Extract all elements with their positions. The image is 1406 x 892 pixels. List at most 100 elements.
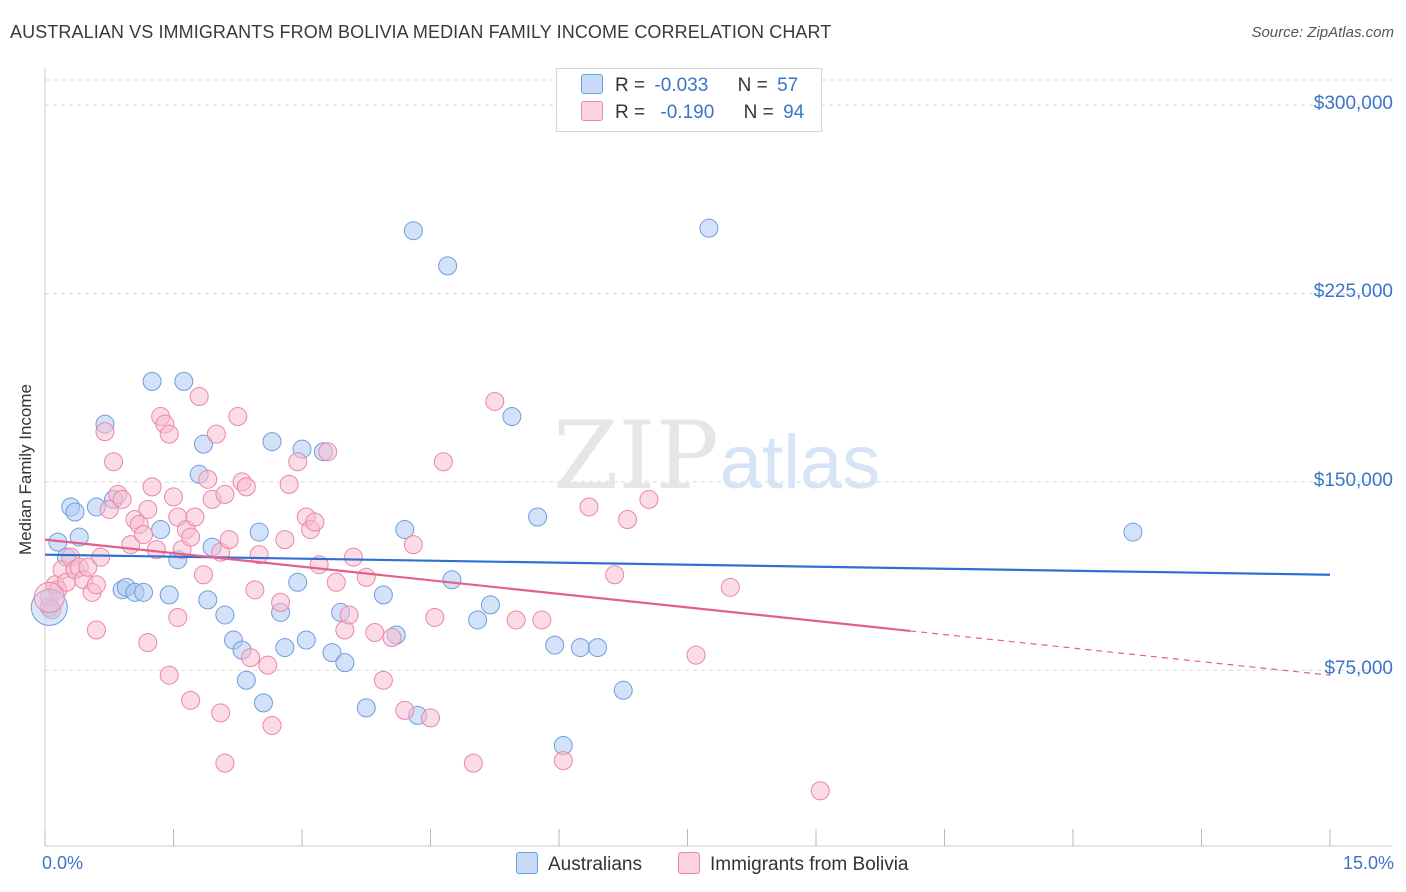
bolivia-point — [258, 655, 278, 675]
bolivia-point — [686, 645, 706, 665]
australian-point — [288, 572, 308, 592]
bolivia-trend-line — [44, 538, 911, 633]
bolivia-point — [305, 512, 325, 532]
australian-point — [322, 643, 342, 663]
bolivia-point — [318, 442, 338, 462]
r-value: -0.033 — [654, 75, 709, 96]
stats-row-australians: R = -0.033 N = 57 — [581, 74, 798, 98]
bolivia-point — [91, 547, 111, 567]
bolivia-point — [134, 525, 154, 545]
bolivia-point — [112, 489, 132, 509]
bolivia-trend-line-extension — [910, 630, 1331, 676]
bolivia-point — [164, 487, 183, 507]
x-tick-label-min: 0.0% — [42, 853, 84, 873]
r-value: -0.190 — [660, 102, 715, 123]
bolivia-point — [86, 620, 106, 640]
watermark-atlas: atlas — [720, 420, 881, 505]
bolivia-point — [326, 572, 346, 592]
australian-point — [296, 630, 316, 650]
bolivia-point — [373, 670, 393, 690]
bolivia-point — [421, 708, 440, 728]
stats-box: R = -0.033 N = 57 R = -0.190 N = 94 — [556, 68, 822, 132]
n-value: 94 — [783, 102, 805, 123]
australian-point — [142, 371, 162, 391]
bolivia-point — [271, 592, 291, 612]
n-value: 57 — [777, 75, 799, 96]
bolivia-point — [356, 567, 376, 587]
bolivia-point — [95, 422, 115, 442]
australian-point — [174, 371, 194, 391]
bolivia-point — [365, 623, 385, 643]
blue-swatch — [516, 852, 538, 874]
bolivia-point — [189, 386, 209, 406]
watermark-zip: ZIP — [553, 402, 719, 511]
bolivia-point — [395, 700, 415, 720]
bolivia-point — [403, 535, 423, 555]
australian-point — [468, 610, 488, 630]
bolivia-point — [639, 489, 659, 509]
bolivia-point — [181, 527, 201, 547]
bolivia-point — [275, 530, 295, 550]
bolivia-point — [138, 633, 158, 653]
bolivia-point — [138, 499, 158, 519]
source-note: Source: ZipAtlas.com — [1251, 24, 1394, 41]
australian-point — [159, 585, 179, 605]
bolivia-point — [236, 477, 256, 497]
pink-swatch — [581, 101, 603, 121]
australian-point — [198, 590, 218, 610]
bolivia-point — [219, 530, 239, 550]
bolivia-point — [433, 452, 453, 472]
bolivia-point — [78, 557, 98, 577]
bolivia-point — [262, 715, 282, 735]
bolivia-point — [211, 703, 231, 723]
r-label: R = — [615, 75, 646, 96]
bolivia-point — [425, 607, 445, 627]
bolivia-point — [159, 424, 179, 444]
bolivia-point — [142, 477, 162, 497]
bolivia-point — [33, 581, 65, 613]
axes — [44, 68, 1392, 847]
bolivia-point — [553, 751, 573, 771]
bolivia-point — [159, 665, 179, 685]
n-label: N = — [737, 75, 768, 96]
watermark: ZIP atlas — [553, 402, 880, 511]
bolivia-point — [193, 565, 213, 585]
australian-point — [249, 522, 269, 542]
bolivia-point — [86, 575, 106, 595]
bolivia-point — [810, 781, 830, 801]
pink-swatch — [678, 852, 700, 874]
legend-label: Australians — [548, 854, 642, 875]
bolivia-point — [463, 753, 483, 773]
bolivia-point — [228, 407, 248, 427]
australian-point — [699, 218, 719, 238]
australian-point — [262, 432, 282, 452]
bolivia-point — [288, 452, 308, 472]
australian-point — [480, 595, 500, 615]
y-tick-label: $225,000 — [1313, 281, 1393, 303]
australian-point — [438, 256, 458, 276]
bolivia-point — [605, 565, 625, 585]
legend: Australians Immigrants from Bolivia — [0, 852, 1406, 878]
bolivia-point — [343, 547, 363, 567]
australian-point — [588, 638, 608, 658]
stats-row-bolivia: R = -0.190 N = 94 — [581, 101, 804, 125]
bolivia-point — [198, 469, 218, 489]
australian-point — [395, 520, 415, 540]
bolivia-point — [720, 577, 740, 597]
australian-point — [570, 638, 590, 658]
bolivia-point — [215, 753, 235, 773]
bolivia-point — [168, 607, 188, 627]
australian-point — [1123, 522, 1143, 542]
blue-swatch — [581, 74, 603, 94]
australian-point — [236, 670, 256, 690]
australian-point — [253, 693, 273, 713]
legend-item-australians[interactable]: Australians — [516, 852, 642, 877]
bolivia-point — [618, 510, 638, 530]
bolivia-point — [99, 499, 119, 519]
bolivia-point — [382, 628, 402, 648]
legend-item-bolivia[interactable]: Immigrants from Bolivia — [678, 852, 909, 877]
chart-title: AUSTRALIAN VS IMMIGRANTS FROM BOLIVIA ME… — [10, 22, 832, 42]
n-label: N = — [743, 102, 774, 123]
bolivia-point — [279, 474, 299, 494]
